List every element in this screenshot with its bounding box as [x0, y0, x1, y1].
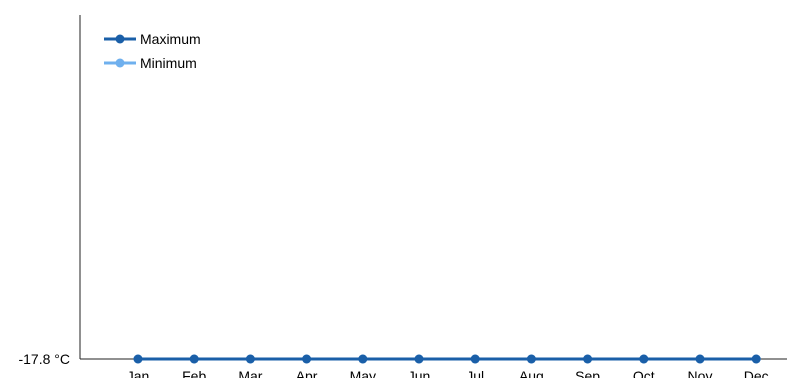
legend-label-minimum: Minimum: [140, 55, 197, 71]
data-point-maximum: [695, 354, 705, 364]
data-point-maximum: [245, 354, 255, 364]
data-point-maximum: [526, 354, 536, 364]
data-point-maximum: [133, 354, 143, 364]
series-layer: [133, 354, 761, 364]
data-point-maximum: [751, 354, 761, 364]
x-tick-label: Jan: [127, 368, 150, 378]
data-point-maximum: [639, 354, 649, 364]
x-tick-label: Mar: [238, 368, 262, 378]
x-tick-label: Jul: [466, 368, 484, 378]
y-axis-ticks: -17.8 °C: [18, 351, 70, 367]
x-axis-ticks: Jan Feb Mar Apr May Jun Jul Aug Sep Oct Nov Dec: [127, 368, 769, 378]
legend-label-maximum: Maximum: [140, 31, 201, 47]
legend-swatch-marker-minimum: [115, 58, 125, 68]
data-point-maximum: [583, 354, 593, 364]
x-tick-label: Feb: [182, 368, 206, 378]
x-tick-label: May: [350, 368, 376, 378]
x-tick-label: Oct: [633, 368, 655, 378]
data-point-maximum: [302, 354, 312, 364]
y-tick-label: -17.8 °C: [18, 351, 70, 367]
x-tick-label: Sep: [575, 368, 600, 378]
data-point-maximum: [470, 354, 480, 364]
data-point-maximum: [189, 354, 199, 364]
x-tick-label: Nov: [688, 368, 713, 378]
legend-swatch-marker-maximum: [115, 34, 125, 44]
x-tick-label: Aug: [519, 368, 544, 378]
x-tick-label: Apr: [296, 368, 318, 378]
data-point-maximum: [358, 354, 368, 364]
x-tick-label: Dec: [744, 368, 769, 378]
data-point-maximum: [414, 354, 424, 364]
legend: Maximum Minimum: [104, 31, 201, 71]
x-tick-label: Jun: [408, 368, 431, 378]
